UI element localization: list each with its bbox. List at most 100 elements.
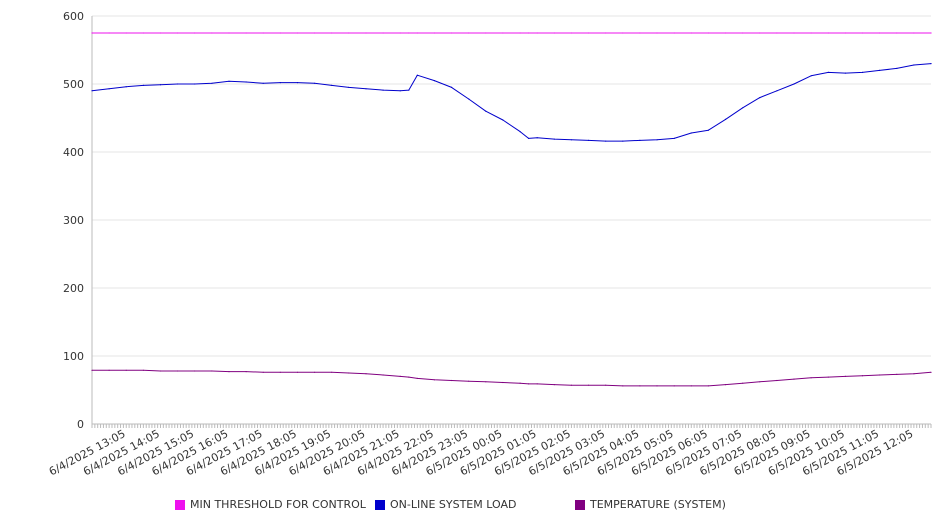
data-point — [861, 32, 864, 34]
legend-swatch-temperature — [575, 499, 585, 510]
data-point — [468, 32, 470, 34]
data-point — [605, 384, 607, 386]
data-point — [365, 32, 367, 34]
data-point — [536, 383, 538, 385]
data-point — [742, 107, 744, 109]
data-point — [245, 371, 247, 373]
data-point — [742, 32, 744, 34]
data-point — [690, 32, 692, 34]
data-point — [91, 369, 93, 371]
data-point — [314, 82, 316, 84]
data-point — [553, 384, 555, 386]
data-point — [776, 379, 778, 382]
axes — [91, 16, 932, 428]
data-point — [228, 80, 230, 82]
data-point — [707, 32, 710, 34]
data-point — [913, 373, 915, 375]
data-point — [228, 371, 230, 373]
data-point — [142, 369, 144, 371]
y-tick-label: 400 — [63, 146, 84, 159]
data-point — [331, 32, 333, 34]
y-tick-label: 100 — [63, 350, 84, 363]
data-point — [930, 63, 932, 65]
data-point — [519, 382, 521, 384]
series-line-2 — [92, 369, 932, 387]
data-point — [742, 382, 744, 384]
data-point — [930, 32, 932, 34]
data-point — [433, 32, 435, 34]
data-point — [408, 32, 410, 34]
data-point — [125, 32, 127, 34]
series-lines — [91, 32, 932, 387]
data-point — [724, 384, 727, 386]
data-point — [896, 67, 898, 69]
y-tick-label: 600 — [63, 10, 84, 23]
data-point — [639, 385, 641, 387]
data-point — [211, 82, 213, 84]
data-point — [707, 385, 710, 387]
chart-legend: MIN THRESHOLD FOR CONTROL ON-LINE SYSTEM… — [0, 498, 946, 516]
data-point — [502, 32, 504, 34]
data-point — [673, 137, 675, 139]
y-tick-label: 200 — [63, 282, 84, 295]
data-point — [485, 381, 487, 383]
data-point — [656, 385, 658, 387]
data-point — [656, 139, 658, 141]
data-point — [142, 32, 144, 34]
data-point — [159, 370, 162, 372]
data-point — [211, 370, 213, 372]
data-point — [331, 371, 333, 373]
data-point — [262, 371, 264, 373]
data-point — [570, 384, 573, 386]
data-point — [451, 379, 453, 382]
data-point — [296, 32, 299, 34]
data-point — [588, 139, 590, 141]
legend-swatch-min-threshold — [175, 499, 185, 510]
data-point — [408, 376, 410, 378]
data-point — [827, 376, 829, 378]
data-point — [382, 374, 384, 376]
data-point — [656, 32, 658, 34]
legend-item-temperature[interactable]: TEMPERATURE (SYSTEM) — [575, 498, 726, 511]
data-point — [228, 32, 230, 34]
data-point — [91, 90, 93, 92]
data-point — [399, 32, 401, 34]
data-point — [485, 110, 487, 112]
data-point — [861, 71, 864, 73]
data-point — [382, 32, 384, 34]
data-point — [536, 32, 538, 34]
data-point — [399, 375, 401, 377]
data-point — [159, 32, 162, 34]
data-point — [776, 32, 778, 34]
data-point — [528, 137, 530, 139]
data-point — [382, 89, 384, 91]
legend-label-system-load: ON-LINE SYSTEM LOAD — [390, 498, 517, 511]
data-point — [810, 32, 812, 34]
data-point — [348, 86, 350, 88]
data-point — [810, 75, 812, 77]
data-point — [194, 32, 196, 34]
data-point — [724, 118, 727, 120]
data-point — [528, 383, 530, 385]
legend-item-min-threshold[interactable]: MIN THRESHOLD FOR CONTROL — [175, 498, 366, 511]
data-point — [536, 137, 538, 139]
data-point — [177, 32, 179, 34]
data-point — [879, 69, 881, 71]
data-point — [605, 140, 607, 142]
data-point — [844, 72, 847, 74]
data-point — [793, 378, 795, 380]
legend-label-min-threshold: MIN THRESHOLD FOR CONTROL — [190, 498, 366, 511]
data-point — [451, 32, 453, 34]
data-point — [194, 370, 196, 372]
data-point — [416, 74, 418, 76]
data-point — [528, 32, 530, 34]
data-point — [913, 64, 915, 66]
data-point — [451, 86, 453, 88]
data-point — [399, 90, 401, 92]
data-point — [519, 32, 521, 34]
data-point — [108, 32, 110, 34]
data-point — [759, 32, 761, 34]
data-point — [519, 131, 521, 133]
legend-item-system-load[interactable]: ON-LINE SYSTEM LOAD — [375, 498, 516, 511]
